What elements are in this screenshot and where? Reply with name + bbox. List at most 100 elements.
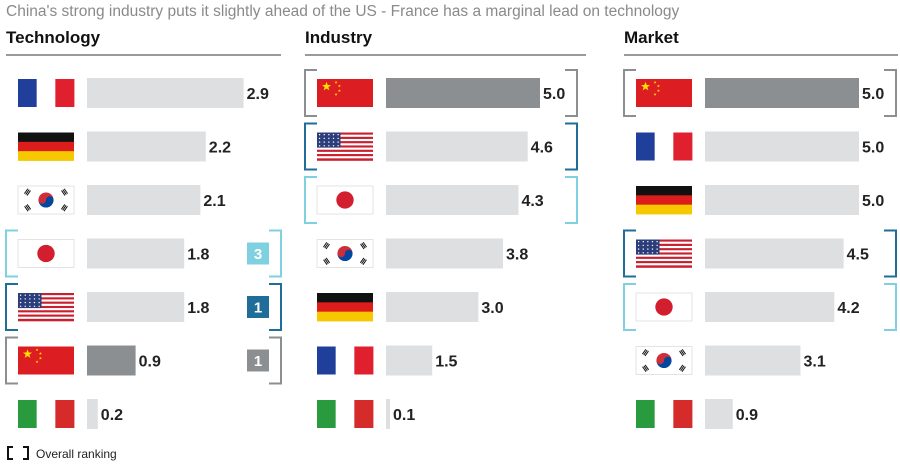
value-label-south-korea: 3.8 (506, 247, 528, 264)
rank-bracket-left-china (623, 69, 636, 117)
rank-bracket-left-japan (304, 176, 317, 224)
rank-bracket-left-china (304, 69, 317, 117)
bar-germany (705, 185, 859, 215)
value-label-japan: 4.3 (521, 193, 543, 210)
row-industry-china: 5.0 (304, 69, 578, 117)
rank-bracket-left-china (5, 336, 18, 385)
value-label-france: 5.0 (862, 140, 884, 157)
row-technology-usa: 1.8 1 (5, 283, 282, 331)
flag-china-icon (18, 346, 74, 375)
value-label-japan: 4.2 (837, 300, 859, 317)
bar-germany (87, 131, 206, 162)
bar-usa (386, 131, 528, 162)
rank-bracket-left-japan (5, 229, 18, 278)
flag-japan-icon (635, 292, 693, 322)
row-industry-germany: 3.0 (317, 292, 504, 322)
flag-usa-icon (636, 239, 692, 268)
rank-bracket-left-japan (623, 283, 636, 331)
bar-china (386, 78, 540, 108)
rank-bracket-left-usa (304, 122, 317, 171)
rank-badge-japan (247, 242, 269, 265)
value-label-france: 1.5 (435, 354, 457, 371)
panel-rule-market (624, 54, 898, 56)
row-industry-japan: 4.3 (304, 176, 578, 224)
row-industry-south-korea: 3.8 (316, 238, 528, 269)
bar-japan (386, 185, 519, 215)
bar-china (705, 78, 859, 108)
bar-usa (87, 292, 185, 322)
panel-title-technology: Technology (6, 28, 101, 47)
row-market-japan: 4.2 (623, 283, 897, 331)
rank-badge-label-usa: 1 (254, 300, 262, 317)
legend-label: Overall ranking (36, 447, 117, 461)
bar-china (87, 345, 136, 376)
flag-italy-icon (636, 400, 693, 428)
panel-title-market: Market (624, 28, 679, 47)
rank-badge-label-china: 1 (254, 353, 262, 370)
row-market-italy: 0.9 (636, 399, 758, 429)
flag-france-icon (18, 79, 75, 107)
rank-bracket-left-usa (623, 229, 636, 278)
chart-title: China's strong industry puts it slightly… (6, 3, 680, 20)
flag-france-icon (317, 346, 374, 375)
flag-france-icon (636, 132, 693, 161)
panel-rule-industry (305, 54, 586, 56)
value-label-china: 5.0 (543, 86, 565, 103)
value-label-france: 2.9 (247, 86, 269, 103)
flag-south-korea-icon (635, 346, 693, 375)
bar-italy (87, 399, 98, 429)
value-label-china: 5.0 (862, 86, 884, 103)
rank-bracket-left-usa (5, 283, 18, 331)
value-label-italy: 0.1 (393, 407, 415, 424)
bar-italy (386, 399, 390, 429)
value-label-china: 0.9 (139, 354, 161, 371)
bar-japan (87, 238, 185, 269)
bar-italy (705, 399, 733, 429)
row-market-germany: 5.0 (636, 185, 884, 215)
value-label-japan: 1.8 (187, 247, 209, 264)
value-label-germany: 3.0 (481, 300, 503, 317)
rank-bracket-right-usa (269, 283, 282, 331)
row-technology-south-korea: 2.1 (17, 185, 226, 215)
flag-japan-icon (17, 239, 75, 268)
rank-bracket-right-china (565, 69, 578, 117)
flag-usa-icon (18, 293, 74, 322)
bar-south-korea (386, 238, 504, 269)
rank-badge-usa (247, 296, 269, 318)
flag-south-korea-icon (316, 239, 374, 268)
value-label-germany: 2.2 (209, 140, 231, 157)
flag-usa-icon (317, 132, 373, 161)
rank-bracket-right-china (269, 336, 282, 385)
row-market-usa: 4.5 (623, 229, 897, 278)
flag-germany-icon (317, 293, 373, 322)
flag-china-icon (317, 79, 373, 107)
rank-badge-label-japan: 3 (254, 246, 262, 263)
row-market-china: 5.0 (623, 69, 897, 117)
panel-rule-technology (6, 54, 281, 56)
row-market-france: 5.0 (636, 131, 884, 162)
value-label-usa: 1.8 (187, 300, 209, 317)
row-technology-france: 2.9 (18, 78, 269, 108)
bar-france (705, 131, 859, 162)
rank-bracket-right-japan (269, 229, 282, 278)
rank-badge-china (247, 349, 269, 372)
row-industry-usa: 4.6 (304, 122, 578, 171)
legend-bracket-icon (7, 446, 29, 460)
bar-japan (705, 292, 835, 322)
value-label-usa: 4.6 (531, 140, 553, 157)
row-industry-italy: 0.1 (317, 399, 415, 429)
rank-bracket-right-china (884, 69, 897, 117)
bar-france (386, 345, 433, 376)
row-technology-germany: 2.2 (18, 131, 231, 162)
flag-japan-icon (316, 185, 374, 215)
bar-south-korea (705, 345, 801, 376)
rank-bracket-right-japan (565, 176, 578, 224)
rank-bracket-right-usa (565, 122, 578, 171)
row-technology-china: 0.9 1 (5, 336, 282, 385)
bar-south-korea (87, 185, 201, 215)
flag-germany-icon (636, 186, 692, 215)
value-label-south-korea: 3.1 (803, 354, 825, 371)
value-label-italy: 0.9 (736, 407, 758, 424)
flag-germany-icon (18, 132, 74, 161)
